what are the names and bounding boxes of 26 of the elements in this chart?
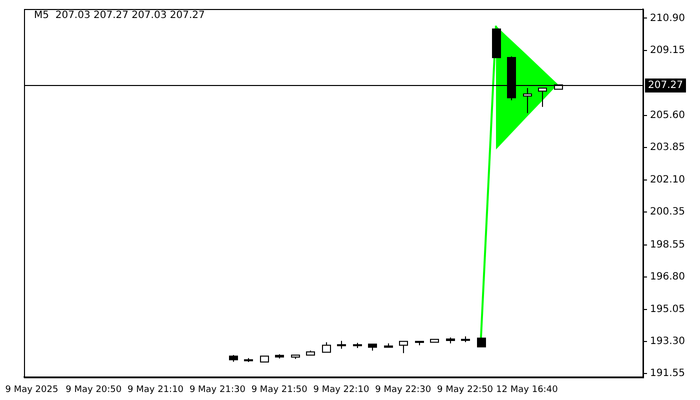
y-tick-label: 205.60	[650, 110, 685, 122]
y-tick-label: 202.10	[650, 174, 685, 186]
y-tick-label: 210.90	[650, 12, 685, 24]
y-tick-label: 191.55	[650, 368, 685, 380]
y-tick-label: 198.55	[650, 240, 685, 251]
chart-title: M5 207.03 207.27 207.03 207.27	[34, 10, 205, 21]
y-tick-label: 209.15	[650, 44, 685, 56]
y-tick-label: 195.05	[650, 304, 685, 315]
x-tick-label: 9 May 22:50	[437, 384, 494, 395]
x-tick-label: 9 May 21:50	[251, 384, 308, 395]
x-tick-label: 12 May 16:40	[496, 384, 558, 395]
y-tick-label: 200.35	[650, 206, 685, 218]
x-tick-label: 9 May 20:50	[66, 384, 122, 395]
candlestick	[477, 337, 486, 348]
candlestick	[523, 87, 532, 114]
x-tick-label: 9 May 21:10	[128, 384, 184, 395]
x-tick-label: 9 May 21:30	[189, 384, 246, 395]
candlestick	[322, 342, 331, 353]
x-tick-label: 9 May 22:30	[375, 384, 432, 395]
y-tick-label: 193.30	[650, 336, 685, 347]
x-tick-label: 9 May 22:10	[313, 384, 370, 395]
x-tick-label: 9 May 2025	[5, 384, 58, 395]
y-tick-label: 196.80	[650, 272, 685, 283]
candlestick	[399, 340, 408, 354]
ref-line-label: 207.27	[648, 80, 683, 92]
y-tick-label: 203.85	[650, 142, 685, 154]
